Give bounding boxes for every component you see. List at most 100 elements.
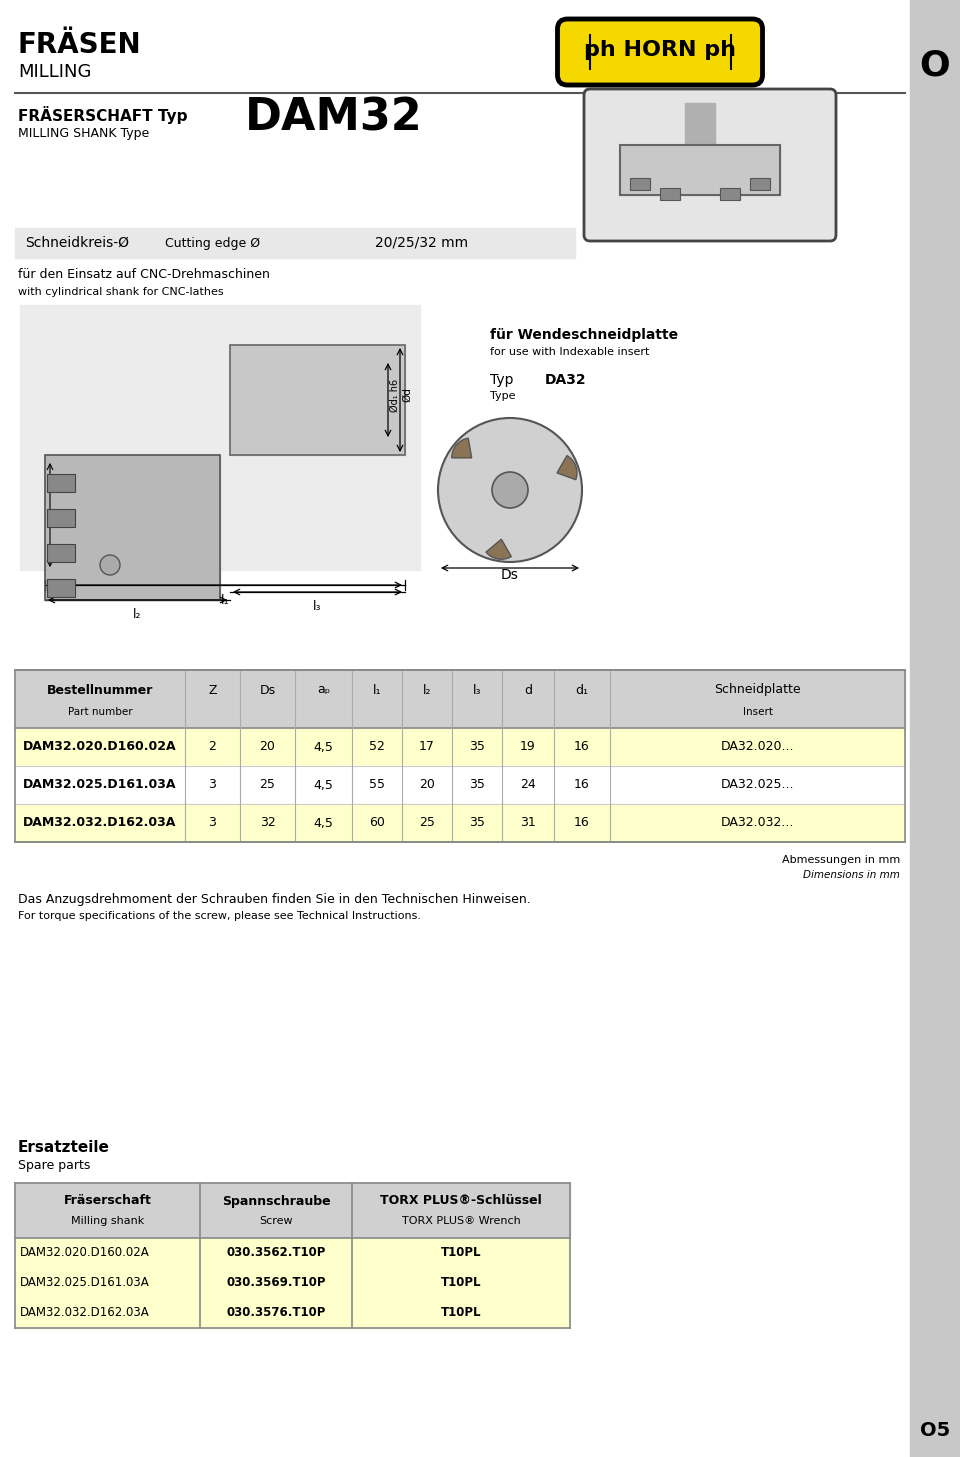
Text: Spare parts: Spare parts — [18, 1158, 90, 1171]
Bar — [47, 543, 75, 562]
Text: l₁: l₁ — [372, 683, 381, 696]
Bar — [20, 305, 420, 570]
Text: Part number: Part number — [68, 707, 132, 717]
Text: Ds: Ds — [501, 568, 519, 581]
Text: O: O — [920, 48, 950, 82]
Bar — [45, 455, 220, 600]
Text: for use with Indexable insert: for use with Indexable insert — [490, 347, 649, 357]
Text: FRÄSERSCHAFT Typ: FRÄSERSCHAFT Typ — [18, 106, 187, 124]
Text: Type: Type — [490, 390, 516, 401]
Text: Screw: Screw — [259, 1217, 293, 1225]
Wedge shape — [452, 439, 471, 457]
Text: d₁: d₁ — [575, 683, 588, 696]
Text: l₃: l₃ — [472, 683, 481, 696]
Bar — [660, 188, 680, 200]
Text: DA32.025...: DA32.025... — [721, 778, 794, 791]
Bar — [230, 345, 405, 455]
Text: 24: 24 — [520, 778, 536, 791]
Bar — [15, 804, 905, 842]
Text: l₂: l₂ — [422, 683, 431, 696]
Text: Spannschraube: Spannschraube — [222, 1195, 330, 1208]
Text: aₚ: aₚ — [317, 683, 330, 696]
FancyBboxPatch shape — [584, 89, 836, 240]
Text: T10PL: T10PL — [441, 1307, 481, 1320]
Text: Fräserschaft: Fräserschaft — [63, 1195, 152, 1208]
Text: 030.3576.T10P: 030.3576.T10P — [227, 1307, 325, 1320]
Circle shape — [492, 472, 528, 508]
Text: Ds: Ds — [259, 683, 276, 696]
Bar — [47, 508, 75, 527]
Bar — [47, 474, 75, 492]
Text: 55: 55 — [369, 778, 385, 791]
Text: 35: 35 — [469, 816, 485, 829]
Text: with cylindrical shank for CNC-lathes: with cylindrical shank for CNC-lathes — [18, 287, 224, 297]
Text: TORX PLUS®-Schlüssel: TORX PLUS®-Schlüssel — [380, 1195, 541, 1208]
Text: 17: 17 — [420, 740, 435, 753]
Text: Ersatzteile: Ersatzteile — [18, 1141, 109, 1155]
Text: l₁: l₁ — [221, 593, 229, 606]
Text: l₂: l₂ — [132, 609, 141, 622]
Bar — [230, 345, 405, 455]
Text: DAM32.025.D161.03A: DAM32.025.D161.03A — [20, 1276, 150, 1289]
Text: T10PL: T10PL — [441, 1276, 481, 1289]
Text: Das Anzugsdrehmoment der Schrauben finden Sie in den Technischen Hinweisen.: Das Anzugsdrehmoment der Schrauben finde… — [18, 893, 531, 906]
Text: DAM32.020.D160.02A: DAM32.020.D160.02A — [23, 740, 177, 753]
Bar — [15, 670, 905, 842]
Text: Cutting edge Ø: Cutting edge Ø — [165, 236, 260, 249]
Text: 35: 35 — [469, 740, 485, 753]
Text: 25: 25 — [420, 816, 435, 829]
Text: für Wendeschneidplatte: für Wendeschneidplatte — [490, 328, 678, 342]
Text: MILLING SHANK Type: MILLING SHANK Type — [18, 127, 149, 140]
Text: d: d — [524, 683, 532, 696]
Bar — [630, 178, 650, 189]
Bar — [750, 178, 770, 189]
Text: 16: 16 — [574, 778, 589, 791]
Bar — [910, 0, 960, 1457]
Text: ph HORN ph: ph HORN ph — [584, 39, 736, 60]
Text: 25: 25 — [259, 778, 276, 791]
Text: 35: 35 — [469, 778, 485, 791]
Bar — [685, 103, 715, 146]
Bar — [15, 1238, 570, 1327]
Text: Insert: Insert — [742, 707, 773, 717]
Text: DAM32.032.D162.03A: DAM32.032.D162.03A — [23, 816, 177, 829]
Bar — [15, 670, 905, 728]
Text: 030.3569.T10P: 030.3569.T10P — [227, 1276, 325, 1289]
Text: 60: 60 — [369, 816, 385, 829]
Text: 16: 16 — [574, 816, 589, 829]
Text: Milling shank: Milling shank — [71, 1217, 144, 1225]
Text: Bestellnummer: Bestellnummer — [47, 683, 154, 696]
Text: DAM32.032.D162.03A: DAM32.032.D162.03A — [20, 1307, 150, 1320]
Text: Schneidplatte: Schneidplatte — [714, 683, 801, 696]
Text: 3: 3 — [208, 816, 216, 829]
Bar — [15, 1183, 570, 1238]
Text: Typ: Typ — [490, 373, 514, 388]
Bar — [620, 146, 780, 195]
Text: 4,5: 4,5 — [314, 740, 333, 753]
Text: T10PL: T10PL — [441, 1247, 481, 1259]
Bar — [15, 728, 905, 766]
Text: 20/25/32 mm: 20/25/32 mm — [375, 236, 468, 251]
Text: Ød: Ød — [402, 388, 412, 402]
Text: MILLING: MILLING — [18, 63, 91, 82]
Text: For torque specifications of the screw, please see Technical Instructions.: For torque specifications of the screw, … — [18, 911, 421, 921]
Bar — [15, 227, 575, 258]
Text: 52: 52 — [369, 740, 385, 753]
Text: DA32.020...: DA32.020... — [721, 740, 794, 753]
Text: 2: 2 — [208, 740, 216, 753]
Text: Z: Z — [208, 683, 217, 696]
Text: 19: 19 — [520, 740, 536, 753]
Wedge shape — [557, 456, 577, 479]
Bar — [45, 455, 220, 600]
Bar — [720, 188, 740, 200]
Text: 32: 32 — [259, 816, 276, 829]
Text: aₚ: aₚ — [53, 510, 64, 520]
Text: O5: O5 — [920, 1421, 950, 1440]
Circle shape — [100, 555, 120, 576]
Text: FRÄSEN: FRÄSEN — [18, 31, 142, 58]
Text: DA32.032...: DA32.032... — [721, 816, 794, 829]
Text: 20: 20 — [420, 778, 435, 791]
Bar — [620, 146, 780, 195]
Text: Schneidkreis-Ø: Schneidkreis-Ø — [25, 236, 129, 251]
Wedge shape — [486, 539, 512, 559]
